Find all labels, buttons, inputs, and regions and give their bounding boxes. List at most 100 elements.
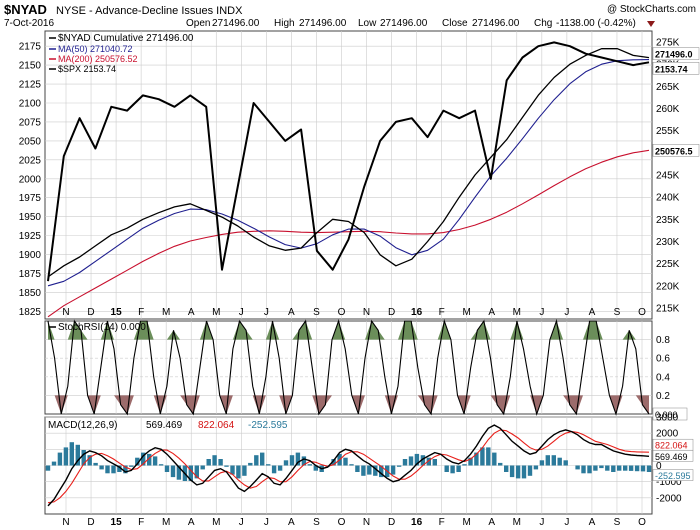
date: 7-Oct-2016 <box>4 18 54 29</box>
macd-histogram-bar <box>69 442 74 466</box>
macd-histogram-bar <box>509 465 515 478</box>
left-tick-label: 1975 <box>19 193 42 204</box>
right-tick-label: 260K <box>656 104 680 115</box>
legend-nyad: $NYAD Cumulative 271496.00 <box>58 33 194 44</box>
stochrsi-overbought-fill <box>48 321 649 340</box>
macd-histogram-bar <box>123 465 128 474</box>
x-tick-label: F <box>439 517 445 528</box>
left-tick-label: 2175 <box>19 42 42 53</box>
macd-histogram-bar <box>521 465 527 479</box>
nyad-value-box-text: 271496.0 <box>655 50 693 60</box>
macd-histogram-bar <box>230 465 235 475</box>
left-tick-label: 1925 <box>19 231 42 242</box>
left-tick-label: 2050 <box>19 136 42 147</box>
spx-value-box-text: 2153.74 <box>655 64 688 74</box>
open-value: 271496.00 <box>212 18 260 29</box>
left-tick-label: 2125 <box>19 80 42 91</box>
x-tick-label: 15 <box>111 517 123 528</box>
macd-histogram-bar <box>617 465 622 471</box>
ma200-value-box-text: 250576.5 <box>655 146 693 156</box>
x-tick-label: J <box>264 307 269 318</box>
macd-histogram-bar <box>390 465 396 475</box>
right-tick-label: 215K <box>656 303 680 314</box>
macd-histogram-bar <box>236 465 241 479</box>
x-tick-label: A <box>589 517 596 528</box>
x-tick-label: O <box>338 517 346 528</box>
macd-histogram-bar <box>254 455 259 466</box>
macd-histogram-bar <box>373 465 378 476</box>
stochrsi-series: 0.2 0.4 0.6 0.8 0.000 <box>47 318 688 421</box>
macd-histogram-bar <box>289 455 295 466</box>
macd-histogram-bar <box>498 462 503 466</box>
chg-value: -1138.00 (-0.42%) <box>556 18 636 29</box>
x-tick-label: A <box>188 517 195 528</box>
macd-histogram-bar <box>575 465 580 470</box>
macd-histogram-bar <box>87 455 92 466</box>
macd-value-box <box>652 469 694 481</box>
macd-tick-label: 0 <box>656 461 662 472</box>
left-tick-label: 2150 <box>19 61 42 72</box>
macd-histogram-bar <box>474 452 479 466</box>
macd-histogram-bar <box>242 465 247 476</box>
left-tick-label: 1825 <box>19 307 42 318</box>
x-tick-label: D <box>87 517 94 528</box>
price-legend: $NYAD Cumulative 271496.00 MA(50) 271040… <box>49 33 194 74</box>
x-tick-label: A <box>288 307 295 318</box>
stochrsi-tick-label: 0.4 <box>656 372 670 383</box>
right-tick-label: 230K <box>656 237 680 248</box>
low-label: Low <box>358 18 377 29</box>
x-tick-label: F <box>138 307 144 318</box>
down-arrow-icon <box>647 21 655 27</box>
x-tick-label: F <box>439 307 445 318</box>
macd-histogram-bar <box>367 465 372 475</box>
macd-value: 569.469 <box>146 420 183 431</box>
macd-histogram-bar <box>266 464 271 466</box>
x-axis-macd: N D 15 F M A M J J A S O N D 16 F M A M J J A S O <box>62 517 646 528</box>
stochrsi-panel-frame <box>44 320 653 415</box>
left-tick-label: 1950 <box>19 212 42 223</box>
legend-spx: $SPX 2153.74 <box>58 64 116 74</box>
macd-histogram-bar <box>170 465 176 478</box>
legend-ma200: MA(200) 250576.52 <box>58 54 138 64</box>
macd-histogram-bar <box>408 456 414 466</box>
x-tick-label: O <box>638 517 646 528</box>
left-tick-label: 1850 <box>19 288 42 299</box>
x-tick-label: A <box>288 517 295 528</box>
description: NYSE - Advance-Decline Issues INDX <box>56 5 243 17</box>
x-tick-label: S <box>313 517 320 528</box>
macd-histogram-bar <box>295 452 301 466</box>
macd-histogram-bar <box>129 465 134 467</box>
macd-histogram-bar <box>551 455 556 466</box>
macd-histogram-bar <box>277 465 283 471</box>
macd-histogram-bar <box>396 465 402 467</box>
macd-histogram-bar <box>212 455 217 466</box>
macd-histogram-bar <box>533 465 539 470</box>
macd-histogram-bar <box>141 452 146 466</box>
x-tick-label: M <box>212 517 220 528</box>
x-tick-label: D <box>388 307 395 318</box>
macd-histogram-bar <box>628 465 634 471</box>
macd-histogram-bar <box>349 464 354 466</box>
macd-tick-label: -1000 <box>656 477 682 488</box>
x-tick-label: M <box>513 307 521 318</box>
stochrsi-oversold-fill <box>48 395 649 414</box>
macd-histogram-bar <box>111 465 116 474</box>
x-tick-label: S <box>313 307 320 318</box>
macd-histogram-bar <box>486 447 491 466</box>
x-tick-label: M <box>463 517 471 528</box>
x-tick-label: N <box>363 307 370 318</box>
macd-histogram-bar <box>63 447 69 466</box>
macd-histogram-bar <box>313 465 318 471</box>
x-tick-label: N <box>363 517 370 528</box>
stochrsi-legend: StochRSI(14) 0.000 <box>49 322 146 333</box>
macd-histogram-bar <box>379 465 384 478</box>
left-tick-label: 2025 <box>19 155 42 166</box>
macd-histogram-bar <box>81 450 86 466</box>
x-tick-label: M <box>212 307 220 318</box>
macd-histogram-bar <box>420 455 426 466</box>
stochrsi-value-box <box>652 407 688 421</box>
macd-histogram-bar <box>301 456 307 466</box>
low-value: 271496.00 <box>380 18 428 29</box>
macd-series: 3000200010000-1000-2000569.469822.064-25… <box>45 413 694 507</box>
